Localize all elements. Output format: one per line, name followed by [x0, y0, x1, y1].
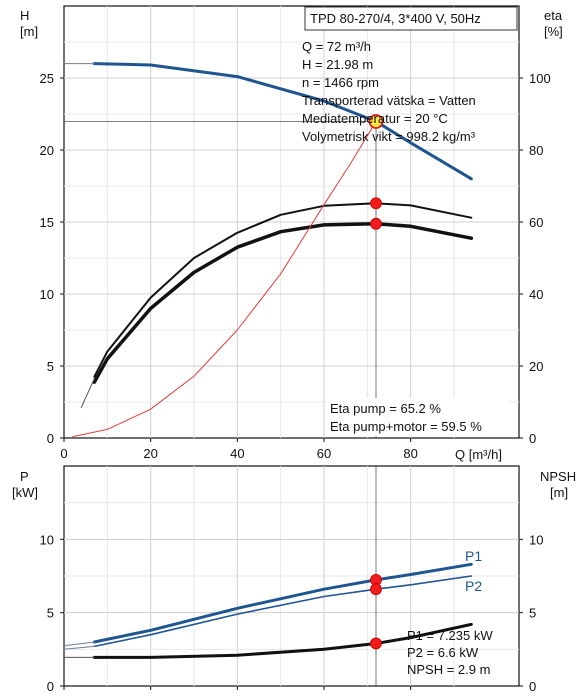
operating-info-line: Transporterad vätska = Vatten: [302, 93, 476, 108]
power-info-line: P1 = 7.235 kW: [407, 628, 493, 643]
upper-right-axis-label-1: eta: [544, 8, 563, 23]
upper-left-axis-label-1: H: [20, 8, 29, 23]
series-P1-ext: [63, 641, 95, 647]
series-P1: [92, 562, 473, 644]
power-info-line: NPSH = 2.9 m: [407, 662, 490, 677]
y-left-tick-label: 10: [40, 287, 54, 302]
x-tick-label: 60: [317, 446, 331, 461]
eta-info: Eta pump = 65.2 % Eta pump+motor = 59.5 %: [330, 401, 482, 434]
operating-info-line: n = 1466 rpm: [302, 75, 379, 90]
lower-left-axis-label-2: [kW]: [12, 485, 38, 500]
operating-info-line: H = 21.98 m: [302, 57, 373, 72]
operating-info-line: Volymetrisk vikt = 998.2 kg/m³: [302, 129, 476, 144]
series-P2: [93, 575, 473, 648]
operating-info: Q = 72 m³/h H = 21.98 m n = 1466 rpm Transp…: [302, 39, 476, 144]
series-eta-pump: [93, 202, 473, 378]
lower-grid: [64, 466, 519, 686]
power-marker: [370, 637, 382, 650]
lower-right-axis-label-1: NPSH: [540, 469, 576, 484]
eta-info-line: Eta pump+motor = 59.5 %: [330, 419, 482, 434]
series-P2-ext: [63, 645, 95, 650]
power-info-line: P2 = 6.6 kW: [407, 645, 479, 660]
y-left-tick-label: 15: [40, 215, 54, 230]
chart-title: TPD 80-270/4, 3*400 V, 50Hz: [310, 11, 481, 26]
y-left-tick-label: 20: [40, 143, 54, 158]
series-eta-thin: [80, 378, 95, 408]
eta-marker: [370, 217, 382, 230]
power-marker: [370, 583, 382, 596]
x-tick-label: 20: [143, 446, 157, 461]
y-left-tick-label: 10: [40, 532, 54, 547]
operating-info-line: Mediatemperatur = 20 °C: [302, 111, 448, 126]
x-axis-label: Q [m³/h]: [455, 447, 502, 462]
lower-ticks: 0 5 10 0 5 10: [40, 532, 544, 694]
y-left-tick-label: 25: [40, 71, 54, 86]
y-left-tick-label: 0: [47, 679, 54, 694]
y-right-tick-label: 5: [529, 606, 536, 621]
eta-info-box: [326, 398, 509, 436]
upper-chart: 0 20 40 60 80 0 5 10 15 20 25 0 20 40 60 80 100 H [m] et…: [20, 5, 563, 462]
y-left-tick-label: 5: [47, 606, 54, 621]
eta-info-line: Eta pump = 65.2 %: [330, 401, 441, 416]
y-left-tick-label: 0: [47, 431, 54, 446]
lower-chart: 0 5 10 0 5 10 P [kW] NPSH [m] P1 P2 P1 = 7.23…: [12, 465, 576, 694]
y-right-tick-label: 0: [529, 431, 536, 446]
lower-series: [63, 466, 473, 686]
y-right-tick-label: 40: [529, 287, 543, 302]
y-right-tick-label: 20: [529, 359, 543, 374]
series-label-p2: P2: [465, 578, 482, 594]
upper-right-axis-label-2: [%]: [544, 24, 563, 39]
lower-right-axis-label-2: [m]: [550, 485, 568, 500]
upper-series: [63, 62, 474, 438]
operating-info-line: Q = 72 m³/h: [302, 39, 371, 54]
operating-point-marker: [368, 114, 384, 129]
upper-ticks: 0 20 40 60 80 0 5 10 15 20 25 0 20 40 60 80 100: [40, 71, 551, 461]
series-system-curve: [72, 121, 377, 438]
y-left-tick-label: 5: [47, 359, 54, 374]
y-right-tick-label: 10: [529, 532, 543, 547]
power-info: P1 = 7.235 kW P2 = 6.6 kW NPSH = 2.9 m: [407, 628, 493, 677]
eta-marker: [370, 197, 382, 210]
upper-left-axis-label-2: [m]: [20, 24, 38, 39]
series-label-p1: P1: [465, 548, 482, 564]
y-right-tick-label: 0: [529, 679, 536, 694]
series-NPSH: [92, 622, 473, 659]
title-box: [304, 6, 518, 31]
x-tick-label: 0: [60, 446, 67, 461]
upper-grid: [64, 6, 519, 438]
x-tick-label: 40: [230, 446, 244, 461]
y-right-tick-label: 80: [529, 143, 543, 158]
y-right-tick-label: 60: [529, 215, 543, 230]
lower-left-axis-label-1: P: [20, 469, 29, 484]
y-right-tick-label: 100: [529, 71, 551, 86]
series-eta-pump-motor: [92, 222, 474, 384]
series-H: [92, 62, 473, 181]
x-tick-label: 80: [403, 446, 417, 461]
